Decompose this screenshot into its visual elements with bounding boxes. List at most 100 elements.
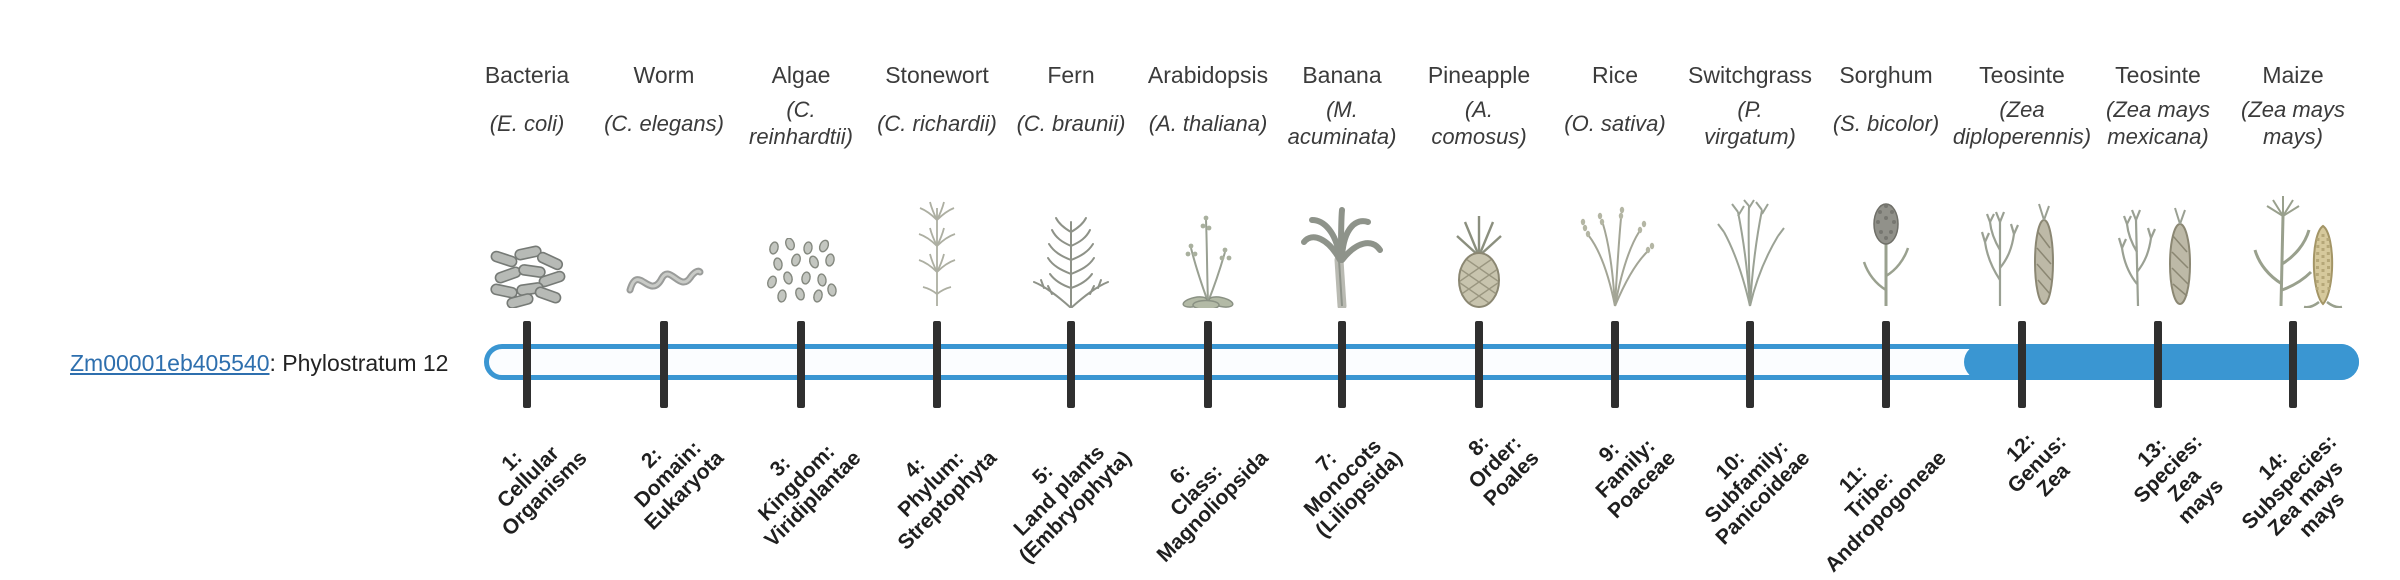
scientific-name-text: (O. sativa) bbox=[1564, 110, 1666, 136]
organism-column-maize: Maize (Zea mays mays) 14: Subspecies: Ze… bbox=[2225, 0, 2361, 580]
organism-column-rice: Rice (O. sativa) 9: Family: Poaceae bbox=[1547, 0, 1683, 580]
banana-icon bbox=[1301, 207, 1383, 308]
teosinte-diploperennis-icon bbox=[1980, 203, 2054, 306]
phylostratum-tick bbox=[2154, 321, 2162, 408]
scientific-name: (S. bicolor) bbox=[1796, 92, 1976, 154]
organism-illustration bbox=[2090, 166, 2226, 308]
scientific-name-text: (S. bicolor) bbox=[1832, 110, 1940, 136]
organism-illustration bbox=[1954, 166, 2090, 308]
scientific-name: (Zea diploperennis) bbox=[1932, 92, 2112, 154]
common-name: Maize bbox=[2262, 62, 2324, 88]
phylostratum-tick bbox=[1746, 321, 1754, 408]
algae-icon bbox=[767, 238, 837, 303]
common-name: Switchgrass bbox=[1688, 62, 1812, 88]
stratum-label: 6: Class: Magnoliopsida bbox=[1152, 446, 1273, 567]
scientific-name-text: (Zea mays mays) bbox=[2241, 97, 2345, 149]
stratum-label: 4: Phylum: Streptophyta bbox=[893, 446, 1002, 555]
stonewort-icon bbox=[918, 201, 956, 306]
scientific-name-text: (C. reinhardtii) bbox=[749, 97, 853, 149]
scientific-name: (C. elegans) bbox=[574, 92, 754, 154]
scientific-name-text: (Zea mays mexicana) bbox=[2106, 97, 2210, 149]
organism-column-bacteria: Bacteria (E. coli) 1: Cellular Organisms bbox=[459, 0, 595, 580]
gene-link[interactable]: Zm00001eb405540 bbox=[70, 350, 270, 376]
common-name: Pineapple bbox=[1427, 62, 1531, 88]
stratum-label: 5: Land plants (Embryophyta) bbox=[1009, 440, 1136, 568]
organism-column-worm: Worm (C. elegans) 2: Domain: Eukaryota bbox=[596, 0, 732, 580]
organism-illustration bbox=[1547, 166, 1683, 308]
organism-column-pineapple: Pineapple (A. comosus) 8: Order: Poales bbox=[1411, 0, 1547, 580]
common-name: Algae bbox=[771, 62, 831, 88]
stratum-label: 8: Order: Poales bbox=[1464, 431, 1544, 511]
organism-column-switchgrass: Switchgrass (P. virgatum) 10: Subfamily:… bbox=[1682, 0, 1818, 580]
bacteria-icon bbox=[490, 245, 566, 308]
organism-illustration bbox=[733, 166, 869, 308]
scientific-name-text: (C. elegans) bbox=[604, 110, 724, 136]
common-name: Bacteria bbox=[484, 62, 570, 88]
phylostratum-tick bbox=[1067, 321, 1075, 408]
common-name: Teosinte bbox=[2115, 62, 2201, 88]
rice-icon bbox=[1580, 206, 1655, 307]
organism-illustration bbox=[1411, 166, 1547, 308]
organism-column-teosinte-mexicana: Teosinte (Zea mays mexicana) 13: Species… bbox=[2090, 0, 2227, 580]
pineapple-icon bbox=[1456, 216, 1502, 308]
phylostratum-tick bbox=[933, 321, 941, 408]
scientific-name: (Zea mays mexicana) bbox=[2068, 92, 2248, 154]
phylostratum-tick bbox=[1475, 321, 1483, 408]
stratum-label: 1: Cellular Organisms bbox=[493, 441, 592, 541]
common-name: Rice bbox=[1591, 62, 1638, 88]
organism-illustration bbox=[459, 166, 595, 308]
common-name: Teosinte bbox=[1979, 62, 2065, 88]
stratum-label: 7: Monocots (Liliopsida) bbox=[1299, 434, 1407, 542]
scientific-name-text: (P. virgatum) bbox=[1704, 97, 1796, 149]
scientific-name: (Zea mays mays) bbox=[2203, 92, 2383, 154]
scientific-name: (E. coli) bbox=[437, 92, 617, 154]
stratum-label: 3: Kingdom: Viridiplantae bbox=[754, 440, 866, 552]
stratum-label: 12: Genus: Zea bbox=[2001, 428, 2075, 502]
common-name: Stonewort bbox=[885, 62, 989, 88]
switchgrass-icon bbox=[1717, 199, 1785, 307]
phylostratum-tick bbox=[523, 321, 531, 408]
phylostratum-tick bbox=[797, 321, 805, 408]
phylostratum-tick bbox=[1338, 321, 1346, 408]
common-name: Sorghum bbox=[1839, 62, 1933, 88]
organism-illustration bbox=[1682, 166, 1818, 308]
scientific-name: (A. thaliana) bbox=[1118, 92, 1298, 154]
gene-label: Zm00001eb405540: Phylostratum 12 bbox=[70, 350, 448, 377]
arabidopsis-icon bbox=[1182, 215, 1234, 308]
stratum-label: 14: Subspecies: Zea mays mays bbox=[2237, 430, 2350, 542]
stratum-label: 13: Species: Zea mays bbox=[2129, 430, 2228, 529]
common-name: Banana bbox=[1302, 62, 1382, 88]
scientific-name: (O. sativa) bbox=[1525, 92, 1705, 154]
organism-illustration bbox=[1140, 166, 1276, 308]
worm-icon bbox=[626, 267, 704, 294]
stratum-label: 9: Family: Poaceae bbox=[1591, 434, 1680, 524]
fern-icon bbox=[1033, 217, 1109, 308]
organism-illustration bbox=[1818, 166, 1954, 308]
organism-illustration bbox=[596, 166, 732, 308]
scientific-name: (A. comosus) bbox=[1389, 92, 1569, 154]
phylostratum-tick bbox=[1204, 321, 1212, 408]
phylostratum-tick bbox=[660, 321, 668, 408]
common-name: Arabidopsis bbox=[1147, 62, 1269, 88]
scientific-name: (C. braunii) bbox=[981, 92, 1161, 154]
scientific-name: (P. virgatum) bbox=[1660, 92, 1840, 154]
scientific-name: (C. richardii) bbox=[847, 92, 1027, 154]
organism-column-stonewort: Stonewort (C. richardii) 4: Phylum: Stre… bbox=[869, 0, 1005, 580]
sorghum-icon bbox=[1862, 203, 1910, 306]
common-name: Fern bbox=[1047, 62, 1095, 88]
organism-illustration bbox=[869, 166, 1005, 308]
scientific-name-text: (C. richardii) bbox=[877, 110, 997, 136]
teosinte-mexicana-icon bbox=[2117, 207, 2191, 307]
organism-illustration bbox=[1274, 166, 1410, 308]
scientific-name-text: (C. braunii) bbox=[1016, 110, 1126, 136]
phylostratum-tick bbox=[2289, 321, 2297, 408]
scientific-name: (C. reinhardtii) bbox=[711, 92, 891, 154]
scientific-name-text: (M. acuminata) bbox=[1287, 97, 1397, 149]
scientific-name-text: (E. coli) bbox=[489, 110, 565, 136]
organism-column-sorghum: Sorghum (S. bicolor) 11: Tribe: Andropog… bbox=[1818, 0, 1954, 580]
organism-illustration bbox=[1003, 166, 1139, 308]
scientific-name-text: (A. comosus) bbox=[1431, 97, 1527, 149]
scientific-name-text: (Zea diploperennis) bbox=[1952, 97, 2092, 149]
organism-column-arabidopsis: Arabidopsis (A. thaliana) 6: Class: Magn… bbox=[1140, 0, 1276, 580]
organism-column-teosinte-diploperennis: Teosinte (Zea diploperennis) 12: Genus: … bbox=[1953, 0, 2091, 580]
